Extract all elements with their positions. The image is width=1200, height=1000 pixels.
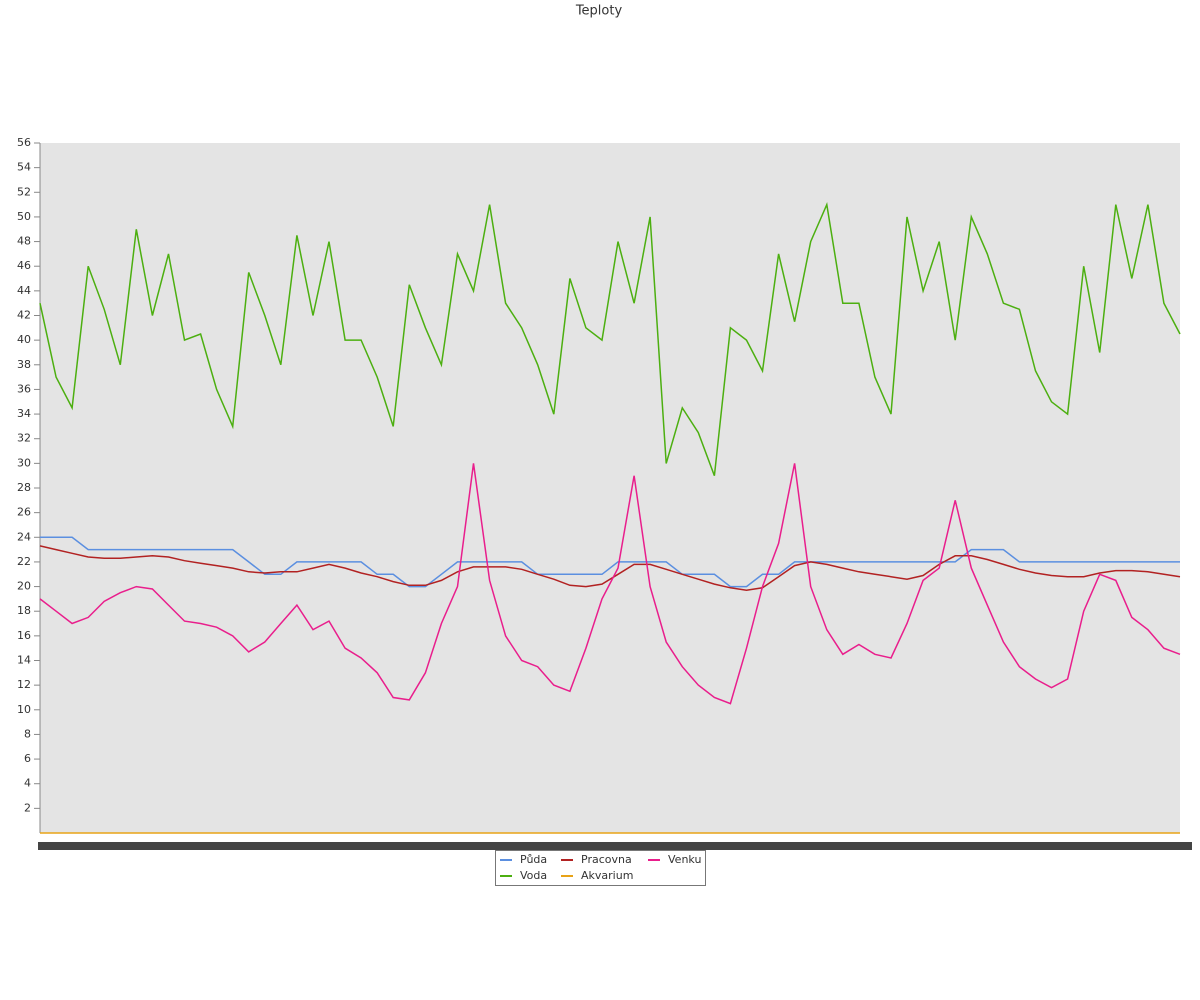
legend-label: Venku bbox=[668, 853, 701, 866]
series-line bbox=[39, 201, 1181, 476]
y-tick-label: 36 bbox=[17, 382, 31, 395]
legend-label: Půda bbox=[520, 853, 547, 866]
y-tick-label: 28 bbox=[17, 481, 31, 494]
y-tick-label: 2 bbox=[24, 801, 31, 814]
y-tick-label: 12 bbox=[17, 678, 31, 691]
y-tick-label: 32 bbox=[17, 432, 31, 445]
y-tick-label: 30 bbox=[17, 456, 31, 469]
legend bbox=[495, 850, 706, 886]
y-tick-label: 56 bbox=[17, 136, 31, 149]
y-tick-label: 6 bbox=[24, 752, 31, 765]
series-line bbox=[40, 536, 1180, 588]
y-tick-label: 26 bbox=[17, 506, 31, 519]
y-tick-label: 42 bbox=[17, 309, 31, 322]
y-tick-label: 38 bbox=[17, 358, 31, 371]
y-tick-label: 20 bbox=[17, 580, 31, 593]
y-tick-label: 52 bbox=[17, 185, 31, 198]
x-axis-band bbox=[38, 842, 1192, 850]
y-tick-label: 54 bbox=[17, 161, 31, 174]
y-tick-label: 46 bbox=[17, 259, 31, 272]
y-tick-label: 34 bbox=[17, 407, 31, 420]
y-tick-label: 8 bbox=[24, 727, 31, 740]
y-tick-label: 18 bbox=[17, 604, 31, 617]
y-tick-label: 22 bbox=[17, 555, 31, 568]
legend-label: Voda bbox=[520, 869, 547, 882]
legend-label: Pracovna bbox=[581, 853, 632, 866]
y-tick-label: 14 bbox=[17, 654, 31, 667]
y-tick-label: 10 bbox=[17, 703, 31, 716]
chart-title: Teploty bbox=[575, 4, 623, 19]
y-tick-label: 44 bbox=[17, 284, 31, 297]
series-line bbox=[39, 463, 1181, 705]
y-tick-label: 50 bbox=[17, 210, 31, 223]
series-line bbox=[39, 545, 1181, 592]
y-tick-label: 40 bbox=[17, 333, 31, 346]
y-tick-label: 16 bbox=[17, 629, 31, 642]
legend-label: Akvarium bbox=[581, 869, 633, 882]
y-tick-label: 4 bbox=[24, 777, 31, 790]
y-tick-label: 24 bbox=[17, 530, 31, 543]
y-tick-label: 48 bbox=[17, 235, 31, 248]
plot-area bbox=[40, 143, 1180, 833]
